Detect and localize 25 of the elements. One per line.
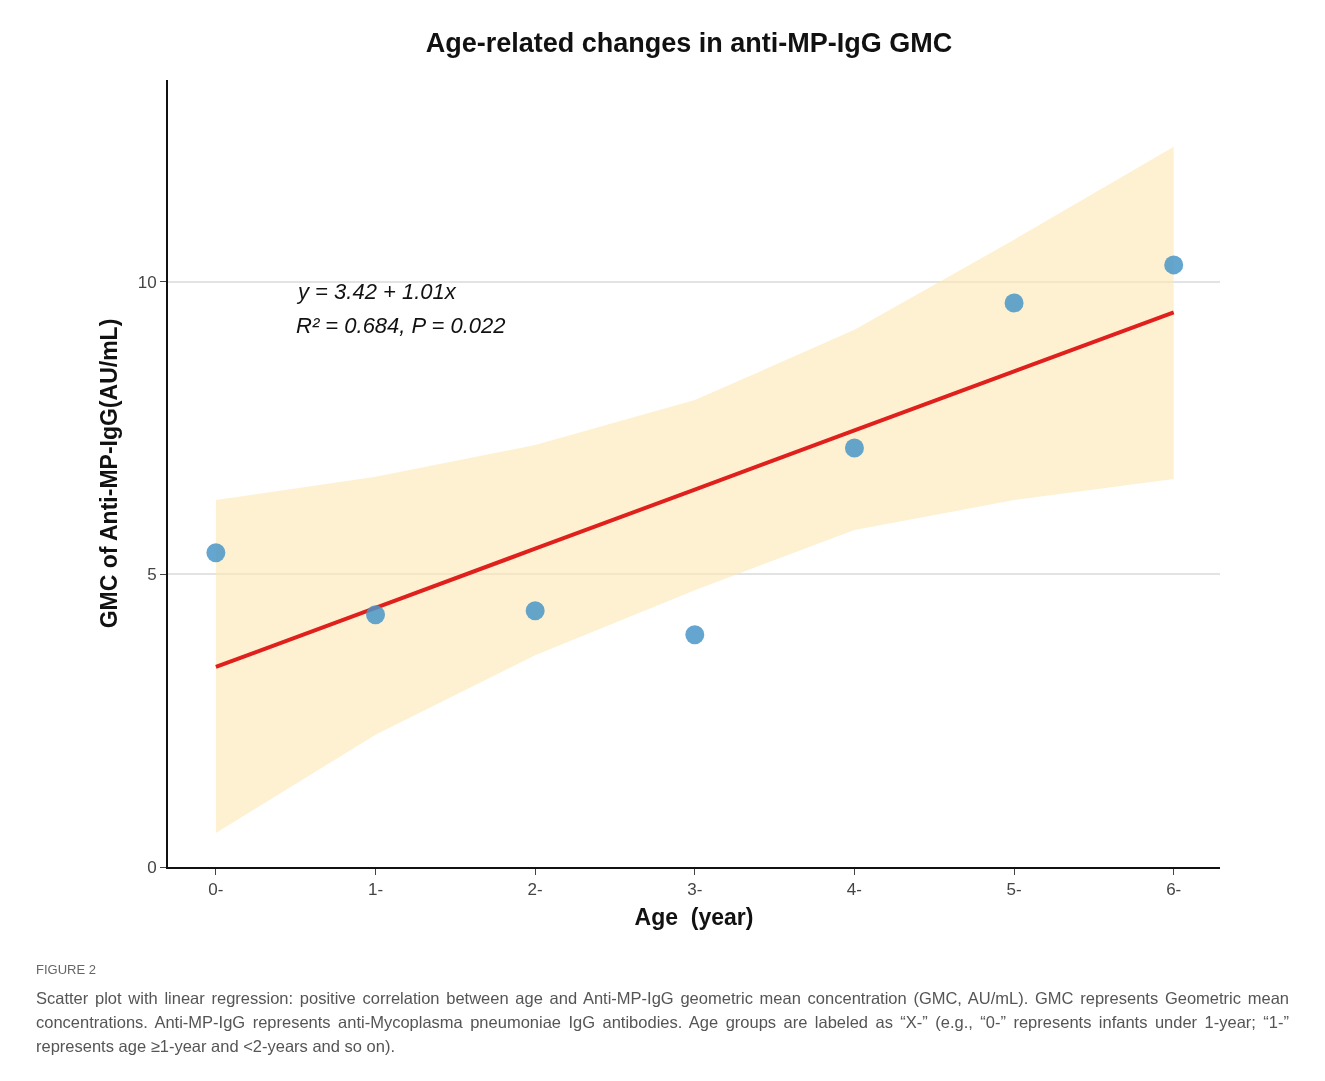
x-tick-label: 4- xyxy=(846,880,862,900)
point xyxy=(685,625,705,645)
annotation: y = 3.42 + 1.01x xyxy=(296,279,457,304)
x-axis-title: Age (year) xyxy=(634,903,754,930)
y-tick-label: 0 xyxy=(147,857,157,877)
y-tick-label: 5 xyxy=(147,565,157,585)
text: Scatter plot with linear regression: positive correlation between age and Anti-MP-IgG geometric mean concentration (GMC, AU/mL). GMC represents Geometric mean concentrations. Anti-MP-IgG represents anti-Mycoplasma pneumoniae IgG antibodies. Age groups are labeled as “X-” (e.g., “0-” represents infants under 1-year; “1-” represents age ≥1-year and <2-years and so on). xyxy=(36,988,1289,1057)
caption: FIGURE 2 xyxy=(36,961,97,979)
point xyxy=(844,438,864,458)
x-tick-label: 5- xyxy=(1006,880,1022,900)
point xyxy=(1004,293,1024,313)
annotation: R² = 0.684, P = 0.022 xyxy=(296,313,506,338)
point xyxy=(525,601,545,621)
x-tick-label: 3- xyxy=(687,880,703,900)
line-series xyxy=(213,310,1176,669)
x-tick-label: 1- xyxy=(367,880,384,900)
y-axis-title: GMC of Anti-MP-IgG(AU/mL) xyxy=(95,318,122,629)
chart-title: Age-related changes in anti-MP-IgG GMC xyxy=(425,28,953,59)
point xyxy=(1164,255,1184,275)
point xyxy=(366,605,386,625)
point xyxy=(206,543,226,563)
x-tick-label: 6- xyxy=(1166,880,1182,900)
y-tick-label: 10 xyxy=(137,272,157,292)
x-tick-label: 2- xyxy=(527,880,543,900)
x-tick-label: 0- xyxy=(208,880,224,900)
